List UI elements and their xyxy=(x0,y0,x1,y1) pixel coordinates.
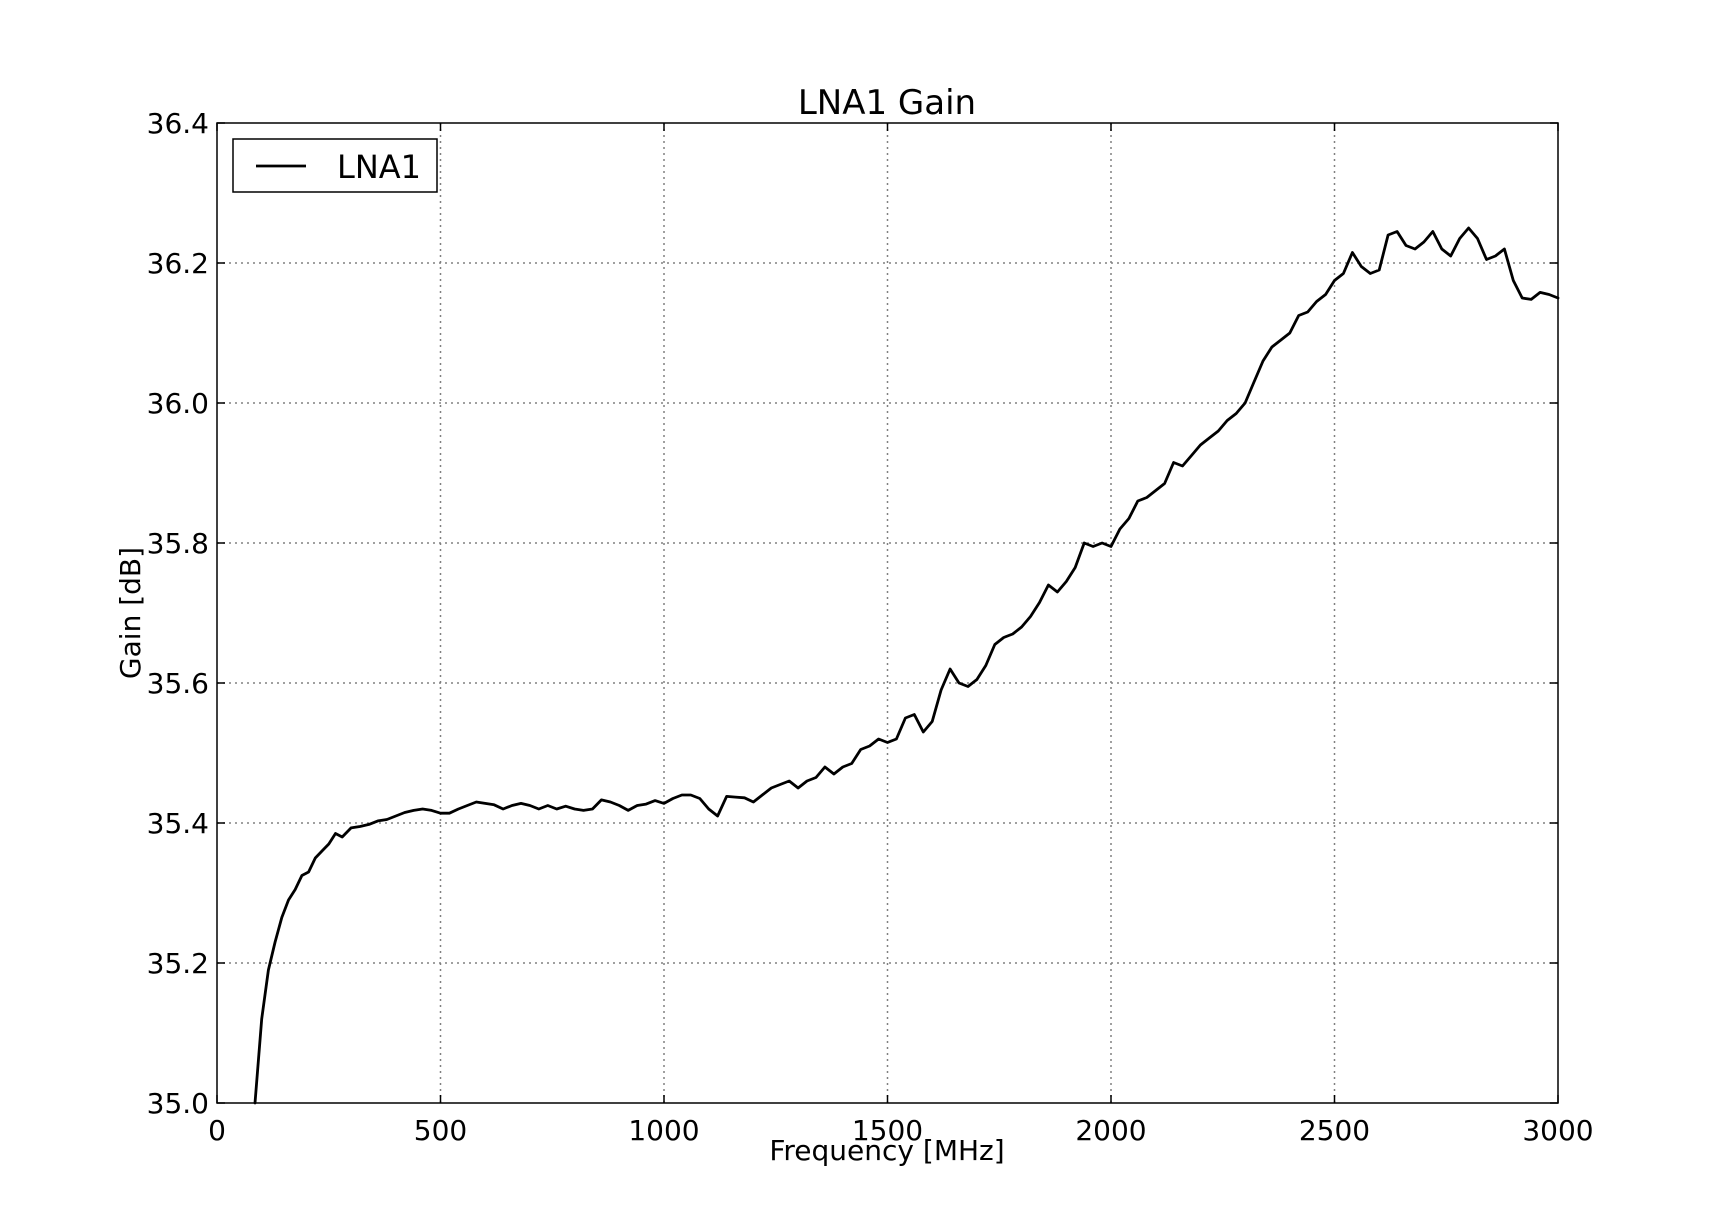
series-line-lna1 xyxy=(253,226,1560,1105)
x-tick-label: 3000 xyxy=(1522,1114,1593,1147)
x-axis-tick-labels: 0 500 1000 1500 2000 2500 3000 xyxy=(208,1114,1594,1147)
y-tick-label: 35.8 xyxy=(147,527,209,560)
legend-label: LNA1 xyxy=(337,148,421,186)
legend: LNA1 xyxy=(232,138,438,193)
plot-area xyxy=(216,122,1559,1104)
y-tick-label: 35.4 xyxy=(147,807,209,840)
series-layer xyxy=(253,226,1560,1105)
y-axis-label: Gain [dB] xyxy=(114,547,147,679)
grid xyxy=(217,123,1558,1103)
y-tick-label: 36.0 xyxy=(147,387,209,420)
x-tick-label: 0 xyxy=(208,1114,226,1147)
x-tick-label: 2500 xyxy=(1299,1114,1370,1147)
x-axis-label: Frequency [MHz] xyxy=(769,1134,1004,1167)
tick-marks xyxy=(216,122,1559,1104)
x-tick-label: 500 xyxy=(414,1114,467,1147)
y-tick-label: 36.2 xyxy=(147,247,209,280)
y-axis-tick-labels: 35.0 35.2 35.4 35.6 35.8 36.0 36.2 36.4 xyxy=(147,107,209,1120)
x-tick-label: 1000 xyxy=(628,1114,699,1147)
chart-title: LNA1 Gain xyxy=(798,83,976,123)
y-tick-label: 36.4 xyxy=(147,107,209,140)
x-tick-label: 1500 xyxy=(852,1114,923,1147)
y-tick-label: 35.6 xyxy=(147,667,209,700)
y-tick-label: 35.0 xyxy=(147,1087,209,1120)
x-tick-label: 2000 xyxy=(1075,1114,1146,1147)
y-tick-label: 35.2 xyxy=(147,947,209,980)
